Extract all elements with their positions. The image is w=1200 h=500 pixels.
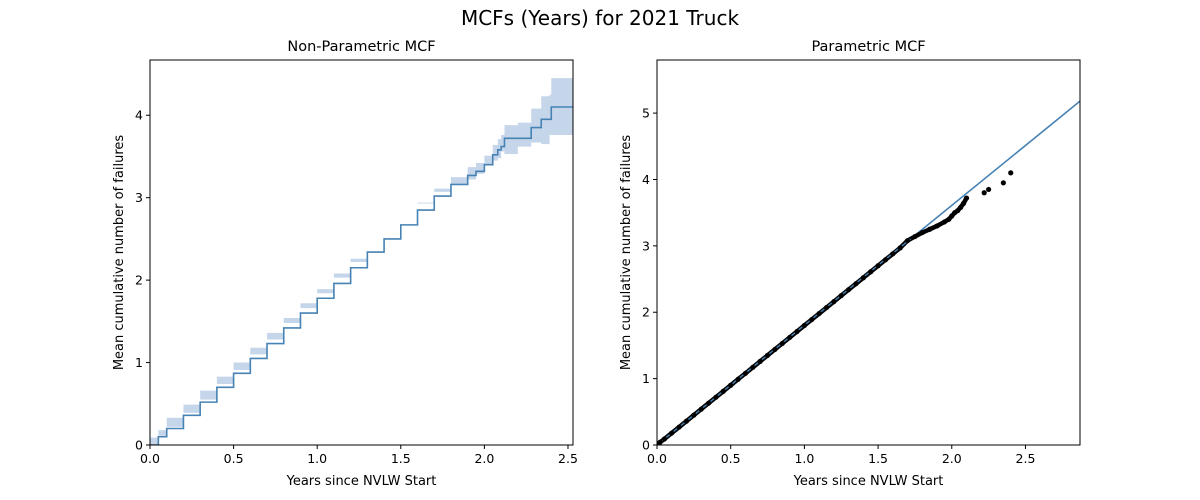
panel-title: Non-Parametric MCF: [287, 39, 435, 55]
x-tick-label: 1.5: [391, 451, 411, 466]
data-point: [823, 304, 830, 311]
x-tick-label: 1.0: [794, 451, 814, 466]
data-point: [669, 430, 675, 436]
axes-frame: [656, 59, 1081, 446]
data-point: [1000, 180, 1006, 186]
data-point: [955, 208, 961, 214]
x-tick-label: 2.0: [942, 451, 962, 466]
data-point: [958, 204, 964, 210]
y-tick-label: 4: [135, 108, 143, 123]
axes-frame: [149, 59, 574, 446]
data-point: [919, 229, 925, 236]
data-point: [934, 223, 940, 229]
y-tick-label: 1: [642, 371, 650, 386]
data-point: [816, 310, 822, 317]
data-point: [750, 364, 756, 370]
non-parametric-mcf-panel: Non-Parametric MCF Years since NVLW Star…: [112, 39, 578, 489]
data-point: [728, 382, 734, 388]
figure-title: MCFs (Years) for 2021 Truck: [461, 6, 740, 30]
data-point: [927, 226, 933, 232]
data-point: [882, 257, 889, 263]
axis-ticks: 0.0 0.5 1.0 1.5 2.0 2.5 0 1 2 3 4: [135, 108, 578, 466]
y-tick-label: 1: [135, 355, 143, 370]
panel-title: Parametric MCF: [811, 39, 925, 55]
x-tick-label: 0.0: [647, 451, 667, 466]
data-point: [904, 237, 911, 244]
data-point: [941, 219, 948, 225]
data-point: [890, 251, 896, 257]
data-point: [946, 216, 952, 222]
data-point: [949, 213, 955, 219]
y-tick-label: 3: [135, 190, 143, 205]
parametric-mcf-panel: Parametric MCF Years since NVLW Start Me…: [619, 39, 1081, 489]
data-point: [787, 334, 793, 341]
data-point: [691, 412, 697, 418]
data-point: [705, 400, 712, 406]
x-tick-label: 1.0: [307, 451, 327, 466]
data-point: [657, 439, 663, 445]
x-tick-label: 0.5: [721, 451, 741, 466]
data-point: [846, 287, 852, 293]
data-point: [986, 186, 992, 193]
x-tick-label: 0.5: [224, 451, 244, 466]
x-tick-label: 2.5: [1016, 451, 1036, 466]
data-point: [860, 275, 866, 281]
data-point: [676, 424, 682, 430]
x-tick-label: 2.5: [558, 451, 578, 466]
confidence-band: [150, 78, 573, 445]
x-axis-label: Years since NVLW Start: [793, 474, 944, 489]
x-tick-label: 0.0: [140, 451, 160, 466]
data-point: [772, 346, 778, 353]
y-tick-label: 0: [135, 438, 143, 453]
plot-area: [657, 100, 1080, 445]
data-point: [868, 269, 874, 275]
data-point: [757, 358, 763, 364]
data-point: [779, 340, 785, 347]
data-point: [661, 436, 667, 442]
data-point: [853, 281, 859, 287]
data-point: [713, 394, 719, 400]
data-point: [838, 293, 844, 299]
data-point: [875, 263, 881, 269]
observed-points: [657, 170, 1014, 445]
y-axis-label: Mean cumulative number of failures: [619, 135, 634, 371]
data-point: [831, 299, 837, 305]
x-tick-label: 2.0: [474, 451, 494, 466]
data-point: [764, 352, 771, 358]
x-axis-label: Years since NVLW Start: [286, 474, 437, 489]
y-axis-label: Mean cumulative number of failures: [112, 135, 127, 371]
data-point: [794, 328, 800, 335]
y-tick-label: 2: [135, 273, 143, 288]
data-point: [897, 245, 903, 251]
plot-area: [150, 78, 573, 445]
data-point: [960, 200, 967, 206]
x-tick-label: 1.5: [868, 451, 888, 466]
axis-ticks: 0.0 0.5 1.0 1.5 2.0 2.5 0 1 2 3 4 5: [642, 106, 1035, 466]
y-tick-label: 2: [642, 305, 650, 320]
data-point: [1008, 170, 1014, 176]
data-point: [742, 370, 749, 376]
data-point: [801, 322, 807, 329]
data-point: [735, 376, 741, 382]
y-tick-label: 4: [642, 172, 650, 187]
data-point: [912, 233, 918, 240]
mcf-step-line: [150, 106, 573, 445]
data-point: [720, 388, 726, 394]
y-tick-label: 0: [642, 438, 650, 453]
data-point: [963, 195, 970, 201]
y-tick-label: 5: [642, 106, 650, 121]
data-point: [809, 316, 815, 323]
data-point: [683, 418, 690, 424]
data-point: [698, 406, 704, 412]
y-tick-label: 3: [642, 238, 650, 253]
data-point: [981, 190, 987, 196]
